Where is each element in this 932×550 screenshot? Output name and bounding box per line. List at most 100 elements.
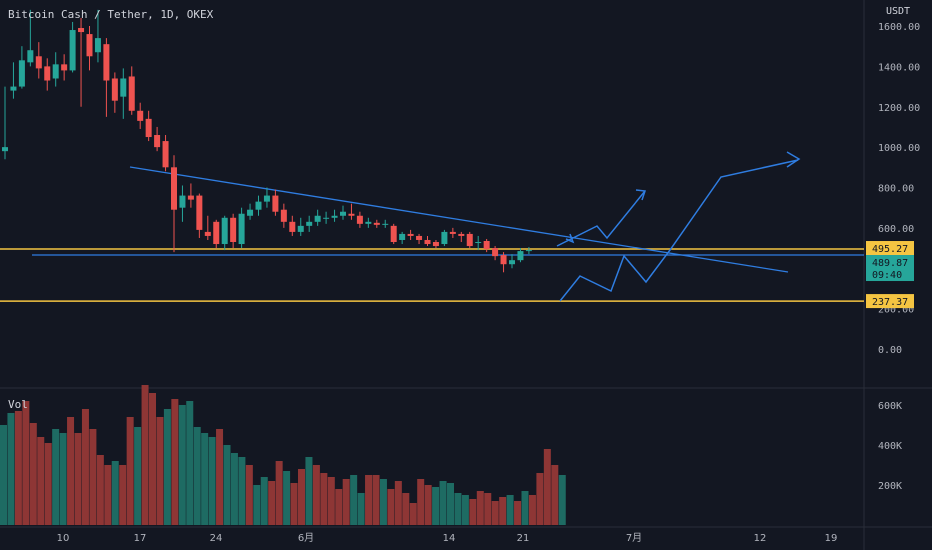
volume-bar <box>528 495 536 525</box>
candle-body <box>162 141 169 168</box>
volume-bar <box>283 471 291 525</box>
price-tag-time: 09:40 <box>872 270 902 281</box>
candle <box>27 9 34 67</box>
candle <box>500 252 507 273</box>
candle-body <box>137 110 144 121</box>
volume-bar <box>536 473 544 525</box>
candle <box>162 135 169 172</box>
price-tag-bg <box>866 255 914 282</box>
volume-bar <box>454 493 462 525</box>
volume-bar <box>298 469 305 525</box>
volume-bar <box>350 475 358 525</box>
candle <box>196 193 203 238</box>
volume-bar <box>461 495 469 525</box>
time-tick-label: 14 <box>443 533 456 544</box>
volume-bar <box>424 485 432 525</box>
volume-bar <box>208 437 216 525</box>
price-tag-value: 237.37 <box>872 297 908 308</box>
candle-body <box>525 250 532 252</box>
candle <box>78 17 85 107</box>
candle <box>128 66 135 115</box>
candle-body <box>86 34 93 57</box>
candle-body <box>120 78 127 97</box>
candle <box>492 246 499 261</box>
candle <box>263 187 270 208</box>
candle-body <box>35 56 42 69</box>
candle <box>458 231 465 243</box>
arrow-head-icon <box>565 233 575 244</box>
candle <box>44 58 51 91</box>
candle <box>475 235 482 251</box>
price-tag-value: 489.87 <box>872 258 908 269</box>
volume-bar <box>126 417 134 525</box>
volume-bar <box>514 501 522 525</box>
price-tag-bg <box>866 294 914 309</box>
candle-body <box>128 76 135 111</box>
candle-body <box>289 221 296 232</box>
candle <box>187 183 194 208</box>
volume-bar <box>201 433 209 525</box>
volume-bar <box>312 465 320 525</box>
candle-body <box>280 209 287 222</box>
volume-bar <box>29 423 37 525</box>
candle <box>272 189 279 216</box>
volume-bar <box>506 495 514 525</box>
candle <box>356 211 363 228</box>
candle <box>432 239 439 249</box>
volume-bar <box>186 401 194 525</box>
candle <box>52 52 59 87</box>
volume-bar <box>469 499 477 525</box>
candle <box>137 102 144 129</box>
candle <box>382 219 389 228</box>
price-tick-label: 1600.00 <box>878 22 920 33</box>
volume-bar <box>327 477 335 525</box>
volume-bar <box>44 443 52 525</box>
time-tick-label: 21 <box>517 533 530 544</box>
candle <box>94 9 101 63</box>
volume-bar <box>521 491 529 525</box>
time-tick-label: 24 <box>210 533 223 544</box>
candle-body <box>348 213 355 216</box>
candle <box>323 211 330 224</box>
volume-bar <box>417 479 425 525</box>
candle-body <box>238 213 245 245</box>
candle-body <box>356 215 363 224</box>
candle <box>120 68 127 119</box>
candle-body <box>323 217 330 219</box>
candle <box>69 21 76 73</box>
candle <box>466 231 473 249</box>
volume-bar <box>268 481 276 525</box>
candle-body <box>399 233 406 240</box>
candle <box>86 26 93 71</box>
volume-bar <box>379 479 387 525</box>
volume-bar <box>141 385 149 525</box>
candle <box>424 235 431 247</box>
candle-body <box>247 209 254 216</box>
volume-bar <box>275 461 283 525</box>
time-tick-label: 17 <box>134 533 147 544</box>
volume-bar <box>402 493 410 525</box>
candle-body <box>61 64 68 71</box>
candle-body <box>314 215 321 222</box>
candle <box>247 203 254 220</box>
candle-body <box>187 195 194 200</box>
candle <box>61 54 68 81</box>
volume-bar <box>439 481 447 525</box>
candle-body <box>196 195 203 230</box>
chart-title: Bitcoin Cash / Tether, 1D, OKEX <box>8 8 214 21</box>
candle <box>255 195 262 216</box>
candle-body <box>230 217 237 243</box>
price-tick-label: 1200.00 <box>878 103 920 114</box>
volume-bar <box>119 465 127 525</box>
volume-bar <box>365 475 373 525</box>
projection-path-long <box>559 159 799 302</box>
arrow-head-icon <box>635 189 647 201</box>
volume-bar <box>245 465 253 525</box>
volume-bar <box>260 477 268 525</box>
candle-body <box>78 28 85 33</box>
candle <box>509 254 515 269</box>
volume-bar <box>193 427 201 525</box>
candle-body <box>154 135 161 148</box>
candle-body <box>340 211 346 216</box>
